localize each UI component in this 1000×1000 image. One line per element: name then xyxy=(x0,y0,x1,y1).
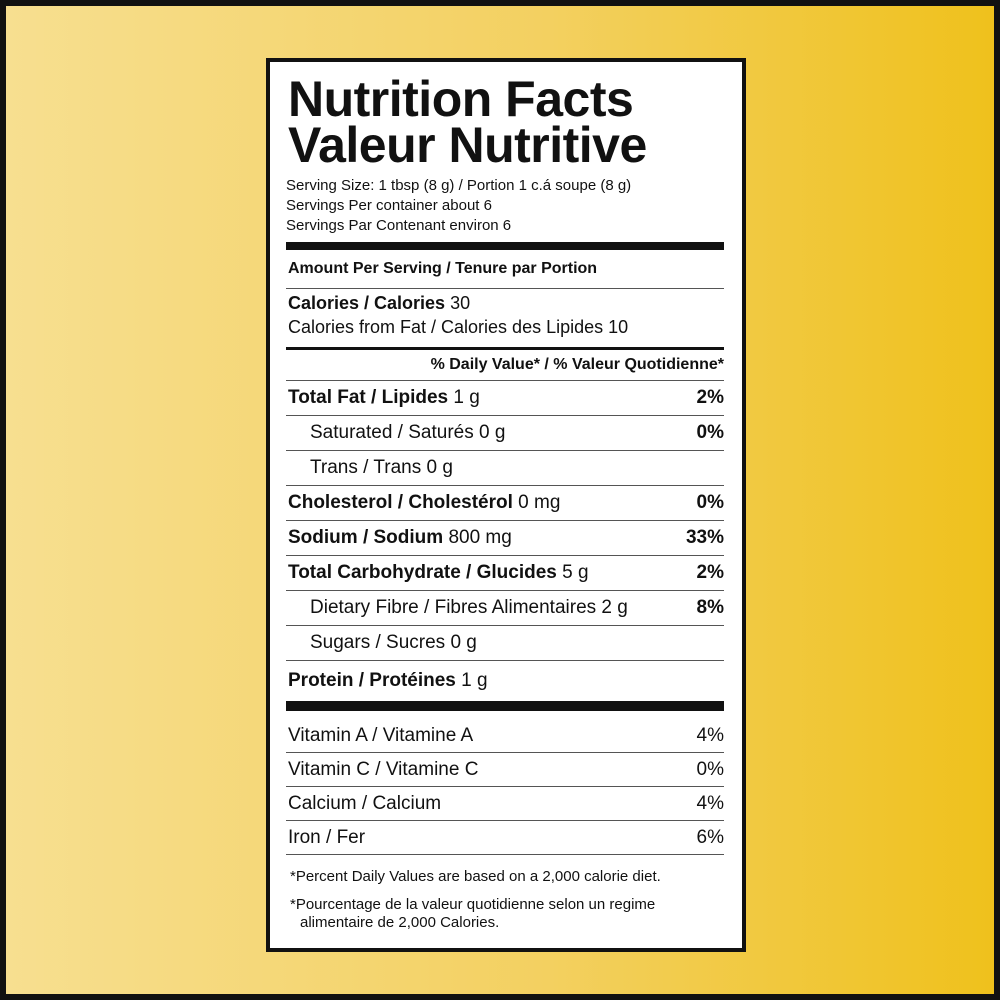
nutrient-amount: 5 g xyxy=(562,562,589,583)
nutrient-name: Protein / Protéines 1 g xyxy=(288,670,488,692)
nutrients: Total Fat / Lipides 1 g 2% Saturated / Sat… xyxy=(286,381,724,701)
nutrient-amount: 1 g xyxy=(453,387,480,408)
nutrient-label: Saturated / Saturés 0 g xyxy=(310,422,506,443)
nutrient-label: Trans / Trans 0 g xyxy=(310,457,453,478)
nutrient-row: Cholesterol / Cholestérol 0 mg 0% xyxy=(286,486,724,521)
title: Nutrition Facts Valeur Nutritive xyxy=(286,71,724,173)
daily-value: 8% xyxy=(696,597,724,618)
nutrient-label: Total Carbohydrate / Glucides xyxy=(288,562,557,583)
nutrient-name: Saturated / Saturés 0 g xyxy=(310,422,505,444)
nutrient-label: Protein / Protéines xyxy=(288,670,456,691)
daily-value: 0% xyxy=(696,492,724,513)
calories: Calories / Calories 30 Calories from Fat… xyxy=(286,289,724,347)
vitamin-row: Iron / Fer 6% xyxy=(286,821,724,855)
vitamin-row: Vitamin A / Vitamine A 4% xyxy=(286,719,724,753)
nutrient-row: Dietary Fibre / Fibres Alimentaires 2 g 8… xyxy=(286,591,724,626)
vitamin-name: Iron / Fer xyxy=(288,826,366,848)
nutrient-row: Total Carbohydrate / Glucides 5 g 2% xyxy=(286,556,724,591)
nutrient-label: Sugars / Sucres 0 g xyxy=(310,632,477,653)
title-line: Nutrition Facts xyxy=(288,71,634,127)
daily-value: 2% xyxy=(696,387,724,408)
nutrient-name: Total Fat / Lipides 1 g xyxy=(288,387,480,409)
vitamin-name: Vitamin C / Vitamine C xyxy=(288,758,479,780)
nutrient-name: Cholesterol / Cholestérol 0 mg xyxy=(288,492,560,514)
footnote: *Percent Daily Values are based on a 2,0… xyxy=(290,868,661,885)
divider xyxy=(286,242,724,250)
divider xyxy=(286,347,724,350)
daily-value: 33% xyxy=(685,527,724,548)
serving-line: Serving Size: 1 tbsp (8 g) / Portion 1 c… xyxy=(286,177,632,194)
footnote: *Pourcentage de la valeur quotidienne se… xyxy=(290,896,656,931)
vitamins: Vitamin A / Vitamine A 4% Vitamin C / Vita… xyxy=(286,719,724,855)
nutrient-name: Sugars / Sucres 0 g xyxy=(310,632,477,654)
nutrient-row: Trans / Trans 0 g xyxy=(286,451,724,486)
calories-amount: 30 xyxy=(450,293,471,313)
title-line: Valeur Nutritive xyxy=(288,117,647,173)
nutrient-row: Saturated / Saturés 0 g 0% xyxy=(286,416,724,451)
calories-line: Calories / Calories 30 xyxy=(288,291,724,315)
nutrient-name: Total Carbohydrate / Glucides 5 g xyxy=(288,562,589,584)
daily-value: 2% xyxy=(696,562,724,583)
nutrient-label: Sodium / Sodium xyxy=(288,527,444,548)
vitamin-value: 4% xyxy=(696,792,724,814)
daily-value: 0% xyxy=(696,422,724,443)
nutrient-amount: 0 mg xyxy=(518,492,561,513)
vitamin-name: Calcium / Calcium xyxy=(288,792,442,814)
calories-fat: Calories from Fat / Calories des Lipides… xyxy=(288,317,629,337)
daily-value-header: % Daily Value* / % Valeur Quotidienne* xyxy=(286,350,724,381)
nutrient-label: Cholesterol / Cholestérol xyxy=(288,492,513,513)
nutrient-label: Total Fat / Lipides xyxy=(288,387,449,408)
serving-info: Serving Size: 1 tbsp (8 g) / Portion 1 c… xyxy=(286,176,724,236)
nutrient-name: Dietary Fibre / Fibres Alimentaires 2 g xyxy=(310,597,628,619)
vitamin-row: Calcium / Calcium 4% xyxy=(286,787,724,821)
amount-header: Amount Per Serving / Tenure par Portion xyxy=(286,250,724,289)
nutrient-row: Sodium / Sodium 800 mg 33% xyxy=(286,521,724,556)
vitamin-name: Vitamin A / Vitamine A xyxy=(288,724,474,746)
nutrient-label: Dietary Fibre / Fibres Alimentaires 2 g xyxy=(310,597,628,618)
vitamin-value: 4% xyxy=(696,724,724,746)
serving-line: Servings Par Contenant environ 6 xyxy=(286,217,512,234)
nutrient-amount: 800 mg xyxy=(448,527,512,548)
nutrition-label: Nutrition Facts Valeur Nutritive Serving… xyxy=(266,58,746,952)
vitamin-row: Vitamin C / Vitamine C 0% xyxy=(286,753,724,787)
nutrient-row: Protein / Protéines 1 g xyxy=(286,661,724,701)
serving-line: Servings Per container about 6 xyxy=(286,197,492,214)
nutrient-name: Trans / Trans 0 g xyxy=(310,457,453,479)
vitamin-value: 6% xyxy=(696,826,724,848)
nutrient-row: Total Fat / Lipides 1 g 2% xyxy=(286,381,724,416)
nutrient-name: Sodium / Sodium 800 mg xyxy=(288,527,512,549)
nutrient-amount: 1 g xyxy=(461,670,488,691)
nutrient-row: Sugars / Sucres 0 g xyxy=(286,626,724,661)
vitamin-value: 0% xyxy=(696,758,724,780)
divider xyxy=(286,701,724,711)
calories-label: Calories / Calories xyxy=(288,293,446,313)
